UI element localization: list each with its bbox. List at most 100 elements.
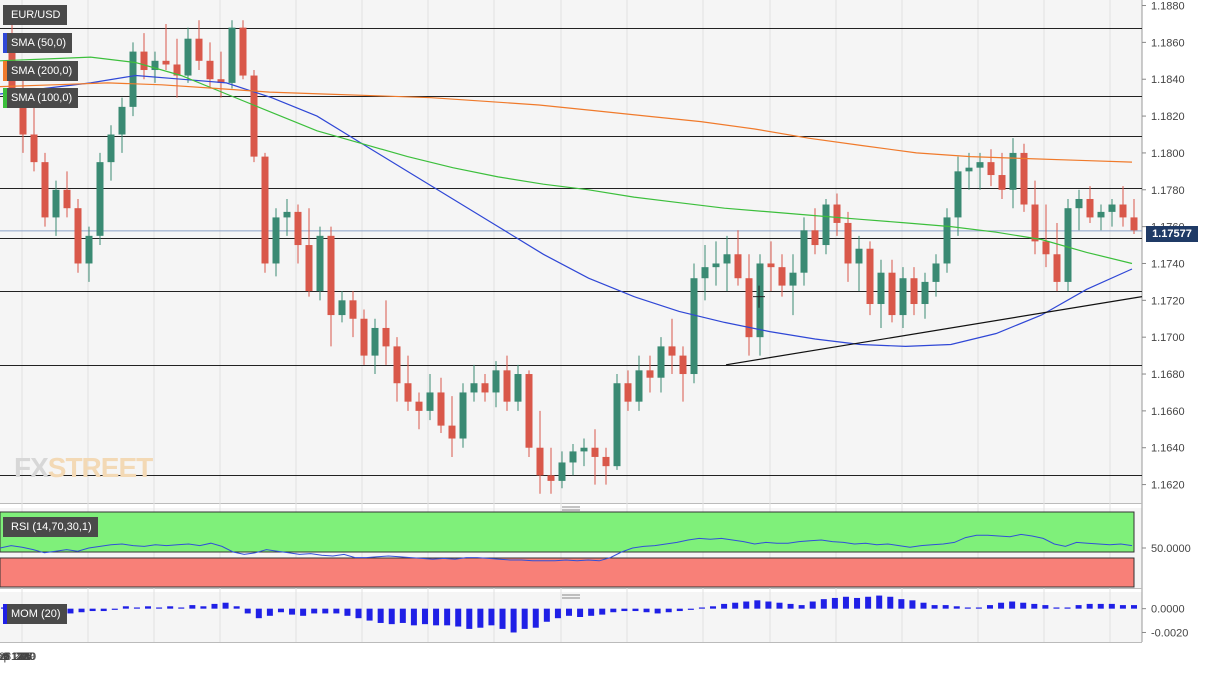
mom-bar-69 [765,601,772,609]
mom-bar-48 [532,608,539,628]
candle-body-10 [118,106,126,135]
mom-bar-77 [854,597,861,609]
mom-bar-83 [920,602,927,609]
mom-bar-100 [1108,603,1115,609]
candle-body-2 [30,134,38,163]
mom-bar-62 [687,608,694,610]
x-tick-label-17: 8 [5,651,11,663]
candle-body-43 [481,383,489,393]
mom-bar-50 [554,608,561,619]
main-panel-bg [0,0,1142,503]
mom-label[interactable]: MOM (20) [3,604,67,624]
x-tick-label-8: 26 [20,651,32,663]
y-tick-label-8: 1.1780 [1151,185,1185,197]
mom-bar-99 [1097,603,1104,609]
candle-body-16 [184,38,192,76]
mom-bar-53 [588,608,595,616]
rsi-label[interactable]: RSI (14,70,30,1) [3,517,98,537]
candle-body-68 [756,263,764,338]
mom-bar-56 [621,608,628,612]
mom-bar-101 [1119,605,1126,609]
mom-bar-54 [599,608,606,615]
candle-body-50 [558,462,566,481]
candle-body-42 [470,383,478,393]
mom-bar-16 [178,607,185,609]
mom-bar-12 [133,607,140,609]
y-tick-label-3: 1.1680 [1151,369,1185,381]
mom-bar-38 [421,608,428,625]
candle-body-69 [767,263,775,268]
mom-bar-79 [876,595,883,609]
mom-bar-13 [145,606,152,609]
candle-body-100 [1108,204,1116,212]
rsi-oversold-zone [0,557,1135,588]
mom-bar-44 [488,608,495,626]
mom-bar-42 [466,608,473,629]
mom-bar-74 [820,599,827,609]
mom-bar-32 [355,608,362,619]
mom-bar-63 [698,607,705,609]
mom-bar-27 [300,608,307,616]
candle-body-57 [635,370,643,402]
candle-body-9 [107,134,115,163]
mom-bar-90 [998,602,1005,609]
mom-bar-52 [577,608,584,617]
x-tick-label-14: 4 5 [0,651,9,663]
mom-bar-66 [732,602,739,609]
sma50-swatch [3,33,7,53]
candle-body-28 [316,235,324,292]
x-tick-label-2: 18 [12,651,24,663]
mom-bar-33 [366,608,373,621]
mom-bar-92 [1020,602,1027,609]
candle-body-78 [866,248,874,305]
x-tick-label-9: 27 [21,651,33,663]
symbol-label[interactable]: EUR/USD [3,5,67,25]
mom-bar-30 [333,608,340,614]
candle-body-65 [723,254,731,264]
candle-body-19 [217,79,225,83]
mom-bar-78 [865,596,872,609]
mom-bar-55 [610,608,617,613]
sma50-label[interactable]: SMA (50,0) [3,33,73,53]
mom-bar-17 [189,605,196,609]
candle-body-13 [151,60,159,71]
y-tick-label-6: 1.1740 [1151,258,1185,270]
mom-bar-86 [953,606,960,609]
candle-body-59 [657,346,665,378]
mom-bar-91 [1009,601,1016,609]
candle-body-95 [1053,254,1061,282]
y-tick-label-12: 1.1860 [1151,37,1185,49]
sma100-line [0,56,1133,265]
mom-bar-9 [100,608,107,612]
candle-body-61 [679,355,687,375]
candle-body-41 [459,392,467,439]
mom-bar-15 [167,606,174,609]
candle-body-88 [976,162,984,168]
sma200-label[interactable]: SMA (200,0) [3,61,79,81]
candle-body-49 [547,475,555,481]
x-tick-label-5: 23 [17,651,29,663]
y-tick-label-4: 1.1700 [1151,332,1185,344]
candle-body-1 [19,88,27,135]
candle-body-38 [426,392,434,411]
mom-bar-26 [289,608,296,615]
x-tick-label-11: 30 [24,651,36,663]
mom-swatch [3,604,7,624]
candle-body-24 [272,217,280,264]
mom-bar-102 [1131,605,1137,609]
candle-body-27 [305,245,313,292]
candle-body-98 [1086,198,1094,218]
mom-bar-82 [909,600,916,609]
mom-bar-88 [975,607,982,609]
mom-bar-68 [754,600,761,609]
candle-body-40 [448,425,456,439]
x-tick-label-3: 20 [14,651,26,663]
sma100-label[interactable]: SMA (100,0) [3,88,79,108]
mom-bar-64 [710,606,717,609]
candle-body-35 [393,346,401,384]
candle-body-87 [965,167,973,172]
mom-bar-49 [543,608,550,622]
mom-bar-65 [721,603,728,609]
candle-body-20 [228,27,236,83]
